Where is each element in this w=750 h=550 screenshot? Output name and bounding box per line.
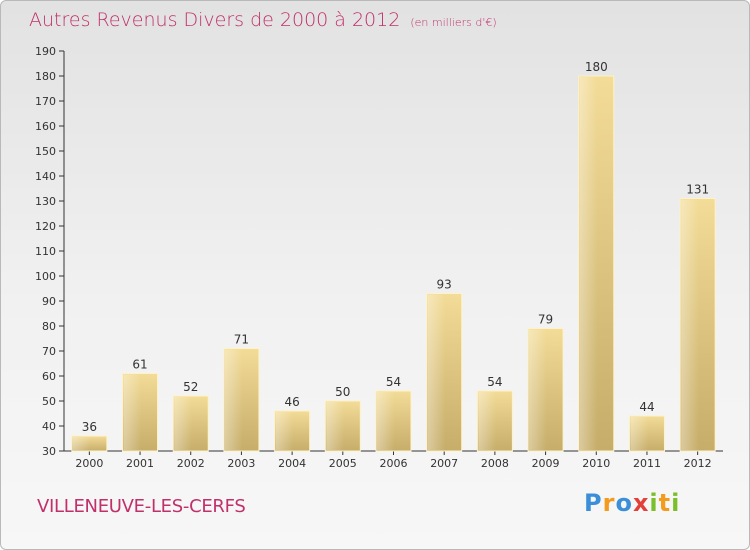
- chart-title: Autres Revenus Divers de 2000 à 2012 (en…: [29, 9, 497, 31]
- x-tick-label: 2009: [532, 457, 560, 470]
- logo-letter: P: [584, 489, 603, 517]
- logo-letter: x: [632, 489, 650, 517]
- bar-highlight: [123, 374, 142, 450]
- bar-highlight: [630, 417, 648, 450]
- y-tick-label: 140: [35, 170, 56, 183]
- logo-letter: t: [658, 489, 672, 517]
- bar-value-label: 61: [132, 358, 147, 372]
- bar-value-label: 131: [686, 183, 709, 197]
- y-tick-label: 110: [35, 245, 56, 258]
- x-tick-label: 2008: [481, 457, 509, 470]
- bar-value-label: 79: [538, 313, 553, 327]
- y-tick-label: 150: [35, 145, 56, 158]
- x-tick-label: 2001: [126, 457, 154, 470]
- bar-value-label: 46: [284, 395, 299, 409]
- x-tick-label: 2006: [380, 457, 408, 470]
- y-tick-label: 130: [35, 195, 56, 208]
- bar-highlight: [377, 392, 395, 450]
- bar-highlight: [427, 294, 446, 450]
- bar-highlight: [326, 402, 344, 450]
- y-tick-label: 160: [35, 120, 56, 133]
- x-tick-label: 2007: [430, 457, 458, 470]
- place-name: VILLENEUVE-LES-CERFS: [37, 496, 246, 517]
- x-tick-label: 2005: [329, 457, 357, 470]
- x-tick-label: 2010: [582, 457, 610, 470]
- bar-value-label: 36: [82, 420, 97, 434]
- bar-value-label: 52: [183, 380, 198, 394]
- bar-highlight: [275, 412, 294, 450]
- y-tick-label: 190: [35, 45, 56, 58]
- y-tick-label: 170: [35, 95, 56, 108]
- bar-highlight: [72, 437, 91, 450]
- y-tick-label: 100: [35, 270, 56, 283]
- bar-value-label: 44: [639, 400, 654, 414]
- logo-letter: o: [615, 489, 633, 517]
- bar-highlight: [681, 199, 699, 450]
- proxiti-logo: Proxiti: [584, 489, 680, 517]
- y-tick-label: 90: [42, 295, 56, 308]
- y-tick-label: 60: [42, 370, 56, 383]
- bar-value-label: 50: [335, 385, 350, 399]
- y-tick-label: 120: [35, 220, 56, 233]
- bar-highlight: [174, 397, 192, 450]
- logo-letter: i: [671, 489, 681, 517]
- y-tick-label: 50: [42, 395, 56, 408]
- x-tick-label: 2003: [227, 457, 255, 470]
- logo-letter: r: [602, 489, 616, 517]
- y-tick-label: 80: [42, 320, 56, 333]
- bar-highlight: [579, 77, 598, 450]
- y-tick-label: 40: [42, 420, 56, 433]
- bar-value-label: 93: [437, 278, 452, 292]
- x-tick-label: 2002: [177, 457, 205, 470]
- chart-subtitle: (en milliers d'€): [410, 16, 497, 29]
- x-tick-label: 2004: [278, 457, 306, 470]
- y-tick-label: 30: [42, 445, 56, 458]
- bar-value-label: 180: [585, 60, 608, 74]
- x-tick-label: 2000: [75, 457, 103, 470]
- chart-title-text: Autres Revenus Divers de 2000 à 2012: [29, 9, 401, 31]
- x-tick-label: 2011: [633, 457, 661, 470]
- logo-letter: i: [649, 489, 659, 517]
- bar-highlight: [529, 329, 547, 450]
- y-tick-label: 180: [35, 70, 56, 83]
- x-tick-label: 2012: [684, 457, 712, 470]
- bar-value-label: 54: [386, 375, 401, 389]
- bar-highlight: [478, 392, 496, 450]
- bar-highlight: [224, 349, 243, 450]
- bar-value-label: 54: [487, 375, 502, 389]
- bar-value-label: 71: [234, 333, 249, 347]
- y-tick-label: 70: [42, 345, 56, 358]
